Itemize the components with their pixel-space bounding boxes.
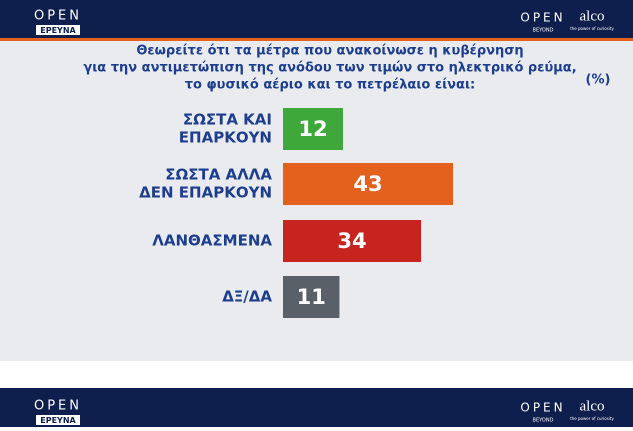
logo: OPEN — [520, 11, 565, 25]
category-label: ΕΠΑΡΚΟΥΝ — [179, 129, 272, 147]
partner-sub: the power of curiosity — [570, 416, 614, 421]
logo-sub: BEYOND — [533, 28, 554, 34]
top-bar — [0, 0, 633, 38]
logo-sub: ΕΡΕΥΝΑ — [40, 416, 76, 425]
unit-label: (%) — [586, 73, 611, 88]
category-label: ΣΩΣΤΑ ΚΑΙ — [183, 111, 272, 129]
logo-sub: ΕΡΕΥΝΑ — [40, 26, 76, 35]
partner-logo: alco — [580, 398, 605, 414]
category-label: ΛΑΝΘΑΣΜΕΝΑ — [152, 232, 272, 250]
value-label: 11 — [297, 285, 326, 309]
category-label: ΔΕΝ ΕΠΑΡΚΟΥΝ — [139, 184, 272, 202]
logo: OPEN — [34, 9, 82, 24]
bar — [283, 220, 422, 262]
logo: OPEN — [520, 401, 565, 415]
value-label: 34 — [337, 229, 366, 253]
category-label: ΔΞ/ΔΑ — [222, 288, 272, 306]
bar — [283, 108, 343, 150]
logo-box — [36, 25, 80, 35]
bottom-bar — [0, 388, 633, 427]
chart-title: Θεωρείτε ότι τα μέτρα που ανακοίνωσε η κ… — [136, 44, 523, 59]
logo-sub: BEYOND — [533, 418, 554, 424]
value-label: 43 — [353, 172, 382, 196]
value-label: 12 — [298, 117, 327, 141]
category-label: ΣΩΣΤΑ ΑΛΛΑ — [165, 166, 272, 184]
bar — [283, 163, 454, 205]
partner-logo: alco — [580, 8, 605, 24]
logo: OPEN — [34, 399, 82, 414]
chart-title: το φυσικό αέριο και το πετρέλαιο είναι: — [185, 78, 475, 93]
chart-title: για την αντιμετώπιση της ανόδου των τιμώ… — [83, 61, 576, 76]
partner-sub: the power of curiosity — [570, 26, 614, 31]
accent-line — [0, 38, 633, 41]
logo-box — [36, 415, 80, 425]
bar — [283, 276, 340, 318]
